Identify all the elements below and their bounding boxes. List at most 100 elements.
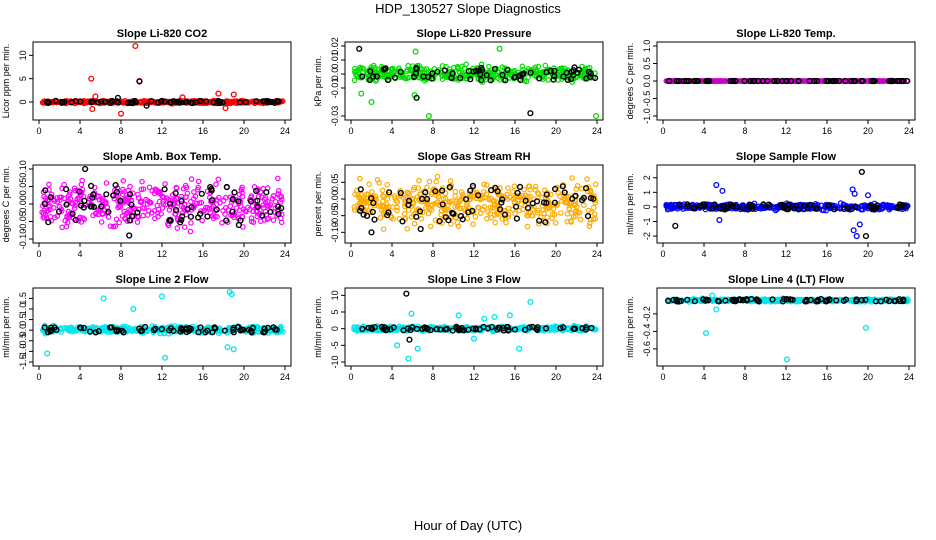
data-point bbox=[411, 184, 418, 191]
data-point bbox=[78, 181, 85, 188]
data-point bbox=[423, 66, 430, 72]
outlier-point bbox=[358, 90, 365, 97]
data-point bbox=[460, 205, 467, 212]
data-point bbox=[356, 194, 362, 201]
x-tick-label: 12 bbox=[781, 126, 791, 136]
y-axis-label: degrees C per min. bbox=[1, 166, 11, 243]
data-point bbox=[464, 202, 470, 209]
highlight-point bbox=[161, 98, 168, 105]
outlier-point bbox=[222, 105, 229, 112]
data-point bbox=[534, 209, 541, 216]
data-point bbox=[521, 186, 527, 193]
data-point bbox=[380, 226, 387, 233]
data-point bbox=[67, 191, 73, 198]
data-point bbox=[236, 191, 243, 198]
highlight-point bbox=[764, 77, 771, 85]
data-point bbox=[539, 194, 545, 201]
outlier-point bbox=[491, 313, 498, 321]
x-tick-label: 0 bbox=[348, 372, 353, 382]
outlier-point bbox=[89, 105, 96, 113]
highlight-point bbox=[47, 194, 54, 201]
highlight-point bbox=[219, 99, 226, 106]
data-point bbox=[384, 195, 391, 202]
data-point bbox=[236, 207, 243, 214]
data-point bbox=[503, 219, 509, 226]
data-point bbox=[438, 208, 445, 214]
highlight-point bbox=[369, 73, 377, 80]
highlight-point bbox=[62, 186, 70, 193]
highlight-point bbox=[386, 189, 393, 196]
highlight-point bbox=[357, 186, 364, 193]
data-point bbox=[362, 198, 369, 204]
outlier-point bbox=[230, 346, 237, 353]
x-tick-label: 4 bbox=[701, 126, 706, 136]
highlight-point bbox=[260, 98, 267, 105]
data-point bbox=[488, 214, 495, 221]
highlight-point bbox=[208, 187, 215, 194]
data-point bbox=[355, 191, 361, 198]
highlight-point bbox=[457, 74, 464, 82]
highlight-outlier-point bbox=[417, 225, 424, 233]
data-point bbox=[39, 209, 45, 216]
data-point bbox=[557, 210, 564, 216]
y-tick-label: -5 bbox=[330, 341, 340, 349]
x-tick-label: 8 bbox=[430, 126, 435, 136]
data-point bbox=[187, 228, 194, 235]
highlight-point bbox=[436, 218, 443, 225]
data-point bbox=[489, 204, 496, 211]
data-point bbox=[416, 177, 422, 184]
highlight-point bbox=[703, 77, 710, 85]
highlight-point bbox=[192, 99, 199, 106]
highlight-outlier-point bbox=[527, 110, 534, 117]
highlight-point bbox=[755, 77, 762, 85]
highlight-outlier-point bbox=[406, 336, 413, 343]
data-point bbox=[532, 186, 539, 193]
x-tick-label: 20 bbox=[551, 249, 561, 259]
data-point bbox=[566, 200, 573, 207]
data-point bbox=[588, 209, 595, 216]
highlight-outlier-point bbox=[862, 232, 870, 240]
data-point bbox=[245, 204, 251, 211]
highlight-point bbox=[131, 97, 139, 105]
x-tick-label: 24 bbox=[904, 372, 914, 382]
highlight-point bbox=[63, 201, 70, 208]
y-tick-label: 0.5 bbox=[642, 57, 652, 70]
data-point bbox=[569, 175, 576, 181]
data-point bbox=[250, 99, 257, 105]
data-point bbox=[585, 65, 591, 72]
series-points bbox=[39, 42, 286, 117]
highlight-point bbox=[112, 182, 119, 189]
data-point bbox=[464, 215, 471, 222]
data-point bbox=[110, 223, 117, 230]
highlight-point bbox=[182, 98, 189, 105]
highlight-point bbox=[371, 216, 378, 223]
data-point bbox=[72, 202, 78, 209]
highlight-point bbox=[170, 98, 177, 105]
data-point bbox=[145, 198, 151, 204]
highlight-point bbox=[504, 66, 511, 74]
highlight-point bbox=[542, 219, 549, 226]
highlight-point bbox=[198, 190, 205, 197]
y-tick-label: -1 bbox=[642, 217, 652, 225]
data-point bbox=[93, 210, 99, 216]
highlight-point bbox=[113, 188, 121, 196]
data-point bbox=[238, 187, 245, 193]
highlight-point bbox=[275, 98, 282, 105]
data-point bbox=[389, 204, 396, 210]
data-point bbox=[351, 77, 358, 84]
x-tick-label: 4 bbox=[77, 249, 82, 259]
outlier-point bbox=[394, 342, 401, 349]
y-tick-label: 5 bbox=[18, 76, 28, 81]
highlight-point bbox=[167, 217, 174, 224]
data-point bbox=[538, 71, 545, 77]
data-point bbox=[592, 181, 599, 188]
highlight-point bbox=[45, 99, 52, 107]
highlight-point bbox=[134, 209, 141, 216]
outlier-point bbox=[224, 344, 231, 351]
highlight-point bbox=[397, 68, 404, 76]
data-point bbox=[146, 199, 153, 206]
data-point bbox=[481, 181, 487, 188]
y-tick-label: -0.5 bbox=[642, 91, 652, 107]
chart-title: Slope Li-820 CO2 bbox=[117, 28, 207, 40]
